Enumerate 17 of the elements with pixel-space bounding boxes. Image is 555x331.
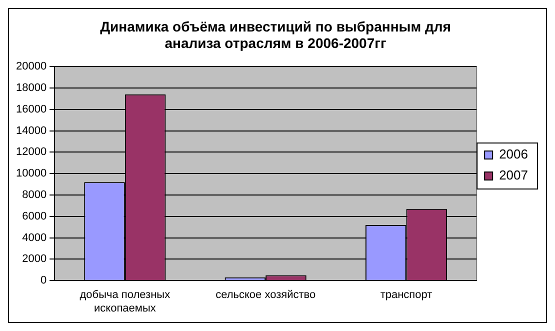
y-tick-label: 8000 — [22, 189, 47, 202]
legend-label: 2007 — [499, 168, 528, 183]
legend-label: 2006 — [499, 146, 528, 162]
y-tick-label: 20000 — [16, 60, 47, 73]
y-tick-label: 10000 — [16, 168, 47, 180]
y-tick-label: 6000 — [22, 210, 47, 222]
x-tick-label: добыча полезных ископаемых — [80, 289, 171, 314]
y-tick-label: 2000 — [22, 253, 47, 266]
y-tick-label: 12000 — [16, 146, 47, 158]
y-tick-label: 16000 — [16, 103, 47, 116]
y-tick-label: 4000 — [22, 232, 47, 244]
y-tick-label: 18000 — [16, 82, 47, 94]
x-tick-label: сельское хозяйство — [216, 289, 316, 302]
chart-title: Динамика объёма инвестиций по выбранным для анализа отраслям в 2006-2007гг — [100, 18, 451, 52]
x-tick-label: транспорт — [380, 289, 432, 302]
y-tick-label: 14000 — [16, 124, 47, 137]
y-tick-label: 0 — [40, 274, 47, 287]
